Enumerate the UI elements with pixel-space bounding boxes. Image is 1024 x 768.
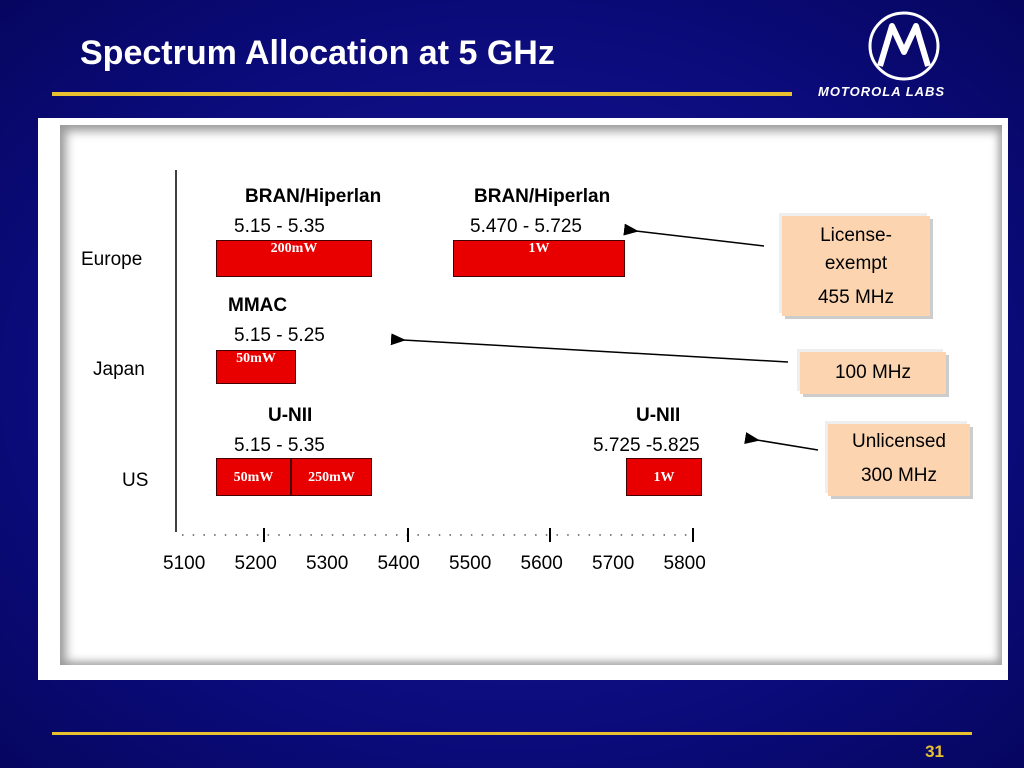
axis-tick-label: 5100 <box>163 553 206 574</box>
band-name: MMAC <box>228 295 288 316</box>
region: Europe <box>81 249 143 270</box>
axis-tick-label: 5500 <box>449 553 492 574</box>
band-bar: 200mW <box>216 240 372 277</box>
page-number: 31 <box>925 742 944 761</box>
band-bar: 1W <box>626 458 702 496</box>
region: US <box>122 470 149 491</box>
top-rule <box>52 92 792 96</box>
band-range: 5.15 - 5.35 <box>234 435 325 456</box>
band-name: U-NII <box>636 405 681 426</box>
band-range: 5.470 - 5.725 <box>470 216 582 237</box>
axis-tick-label: 5600 <box>520 553 563 574</box>
band-bar: 250mW <box>291 458 372 496</box>
band-bar: 50mW <box>216 458 291 496</box>
callout: License- exempt 455 MHz <box>782 216 930 316</box>
callout-line: Unlicensed <box>852 431 946 452</box>
band-name: BRAN/Hiperlan <box>474 186 611 207</box>
logo-mark <box>868 11 940 81</box>
callout: Unlicensed 300 MHz <box>828 424 970 496</box>
band-bar: 50mW <box>216 350 296 384</box>
axis-tick-label: 5400 <box>377 553 420 574</box>
axis-tick-label: 5300 <box>306 553 349 574</box>
region: Japan <box>93 359 145 380</box>
callout-line: 100 MHz <box>834 362 912 383</box>
frame <box>60 125 1002 665</box>
axis-tick-label: 5200 <box>234 553 277 574</box>
band-range: 5.725 -5.825 <box>593 435 700 456</box>
title: Spectrum Allocation at 5 GHz <box>80 34 555 72</box>
band-range: 5.15 - 5.25 <box>234 325 325 346</box>
axis-tick-label: 5700 <box>592 553 635 574</box>
band-bar: 1W <box>453 240 625 277</box>
callout: 100 MHz <box>800 352 946 394</box>
callout-line: 455 MHz <box>817 287 895 308</box>
bottom-rule <box>52 732 972 735</box>
band-name: BRAN/Hiperlan <box>245 186 382 207</box>
callout-line: exempt <box>824 253 888 274</box>
callout-line: License- <box>820 225 892 246</box>
callout-line: 300 MHz <box>860 465 938 486</box>
band-name: U-NII <box>268 405 313 426</box>
logo-text: MOTOROLA LABS <box>818 84 946 99</box>
band-range: 5.15 - 5.35 <box>234 216 325 237</box>
axis-tick-label: 5800 <box>663 553 706 574</box>
